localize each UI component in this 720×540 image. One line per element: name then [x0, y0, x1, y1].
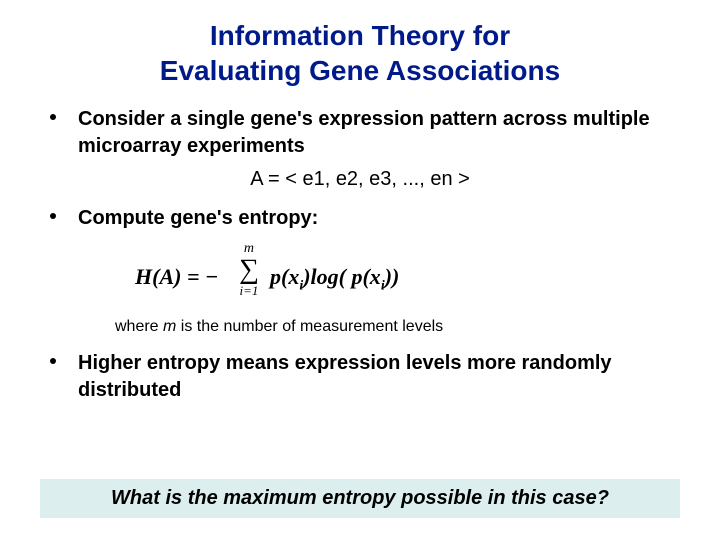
- question-callout: What is the maximum entropy possible in …: [40, 479, 680, 518]
- bullet-2-text: Compute gene's entropy:: [78, 205, 680, 232]
- bullet-1: Consider a single gene's expression patt…: [50, 106, 680, 160]
- rhs-mid: )log( p(x: [303, 264, 381, 289]
- sigma-icon: ∑: [239, 256, 259, 284]
- sum-block: m ∑ i=1: [239, 242, 259, 297]
- title-line2: Evaluating Gene Associations: [160, 55, 560, 86]
- sum-lower: i=1: [239, 284, 259, 297]
- entropy-formula: H(A) = − m ∑ i=1 p(xi)log( p(xi)): [135, 242, 680, 314]
- formula-rhs: p(xi)log( p(xi)): [270, 264, 399, 294]
- bullet-list: Consider a single gene's expression patt…: [40, 106, 680, 160]
- bullet-dot-icon: [50, 213, 56, 219]
- where-m: m: [163, 318, 176, 335]
- vector-formula: A = < e1, e2, e3, ..., en >: [40, 168, 680, 191]
- slide-container: Information Theory for Evaluating Gene A…: [0, 0, 720, 540]
- bullet-dot-icon: [50, 114, 56, 120]
- title-line1: Information Theory for: [210, 20, 510, 51]
- rhs-close: )): [385, 264, 400, 289]
- where-text: where m is the number of measurement lev…: [115, 318, 680, 336]
- slide-title: Information Theory for Evaluating Gene A…: [40, 18, 680, 88]
- bullet-2: Compute gene's entropy:: [50, 205, 680, 232]
- rhs-p1: p(x: [270, 264, 299, 289]
- bullet-3: Higher entropy means expression levels m…: [50, 350, 680, 404]
- bullet-1-text: Consider a single gene's expression patt…: [78, 106, 680, 160]
- bullet-dot-icon: [50, 358, 56, 364]
- where-prefix: where: [115, 318, 163, 335]
- formula-lhs: H(A) = −: [135, 264, 218, 290]
- bullet-3-text: Higher entropy means expression levels m…: [78, 350, 680, 404]
- bullet-list-2: Compute gene's entropy:: [40, 205, 680, 232]
- where-rest: is the number of measurement levels: [176, 318, 443, 335]
- bullet-list-3: Higher entropy means expression levels m…: [40, 350, 680, 404]
